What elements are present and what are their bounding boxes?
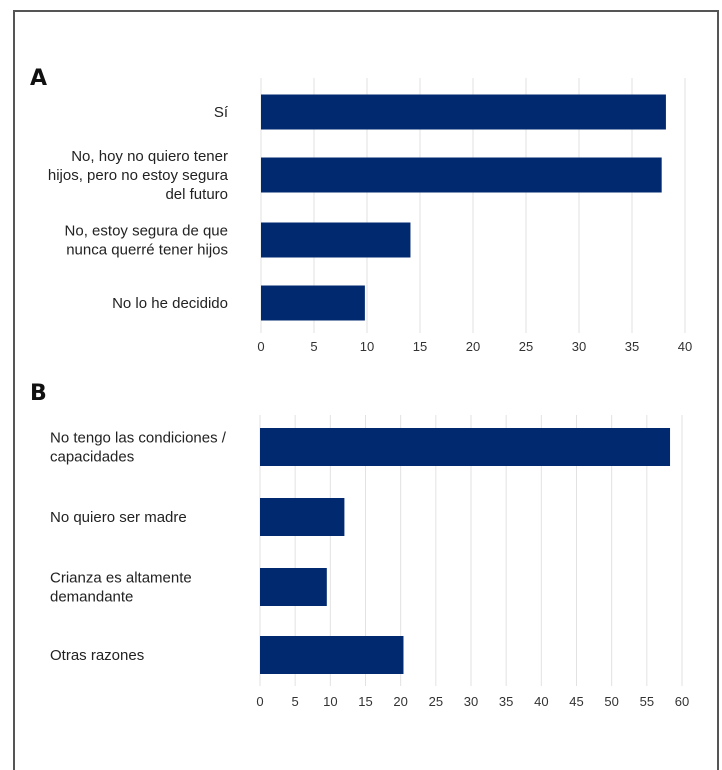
bar-b-0	[260, 428, 671, 466]
x-tick-label-b-5: 25	[429, 694, 443, 709]
panel-letter-a: A	[30, 66, 48, 91]
x-tick-label-b-11: 55	[640, 694, 654, 709]
bar-a-1	[261, 157, 662, 193]
x-tick-label-a-4: 20	[466, 339, 480, 354]
figure-frame	[13, 10, 719, 770]
category-label-b-2: Crianza es altamente demandante	[50, 570, 192, 606]
x-tick-label-a-0: 0	[257, 339, 264, 354]
category-label-a-2: No, estoy segura de que nunca querré tene…	[65, 223, 228, 259]
category-label-a-1: No, hoy no quiero tener hijos, pero no es…	[48, 148, 229, 203]
x-tick-label-b-8: 40	[534, 694, 548, 709]
category-label-b-0: No tengo las condiciones / capacidades	[50, 430, 227, 466]
x-tick-label-b-6: 30	[464, 694, 478, 709]
x-tick-label-a-7: 35	[625, 339, 639, 354]
x-tick-label-b-2: 10	[323, 694, 337, 709]
bar-b-2	[260, 568, 327, 606]
x-tick-label-a-6: 30	[572, 339, 586, 354]
category-label-a-0: Sí	[214, 104, 229, 121]
x-tick-label-b-12: 60	[675, 694, 689, 709]
bar-b-1	[260, 498, 345, 536]
bar-a-2	[261, 222, 411, 258]
bar-a-0	[261, 94, 666, 130]
x-tick-label-a-2: 10	[360, 339, 374, 354]
category-label-b-3: Otras razones	[50, 647, 144, 664]
x-tick-label-a-5: 25	[519, 339, 533, 354]
bar-b-3	[260, 636, 404, 674]
x-tick-label-b-10: 50	[604, 694, 618, 709]
x-tick-label-b-7: 35	[499, 694, 513, 709]
x-tick-label-a-1: 5	[310, 339, 317, 354]
panel-letter-b: B	[30, 381, 47, 406]
category-label-b-1: No quiero ser madre	[50, 509, 187, 526]
x-tick-label-b-9: 45	[569, 694, 583, 709]
x-tick-label-b-0: 0	[256, 694, 263, 709]
category-label-a-3: No lo he decidido	[112, 295, 228, 312]
x-tick-label-a-3: 15	[413, 339, 427, 354]
x-tick-label-a-8: 40	[678, 339, 692, 354]
x-tick-label-b-4: 20	[393, 694, 407, 709]
x-tick-label-b-3: 15	[358, 694, 372, 709]
bar-a-3	[261, 285, 365, 321]
x-tick-label-b-1: 5	[292, 694, 299, 709]
